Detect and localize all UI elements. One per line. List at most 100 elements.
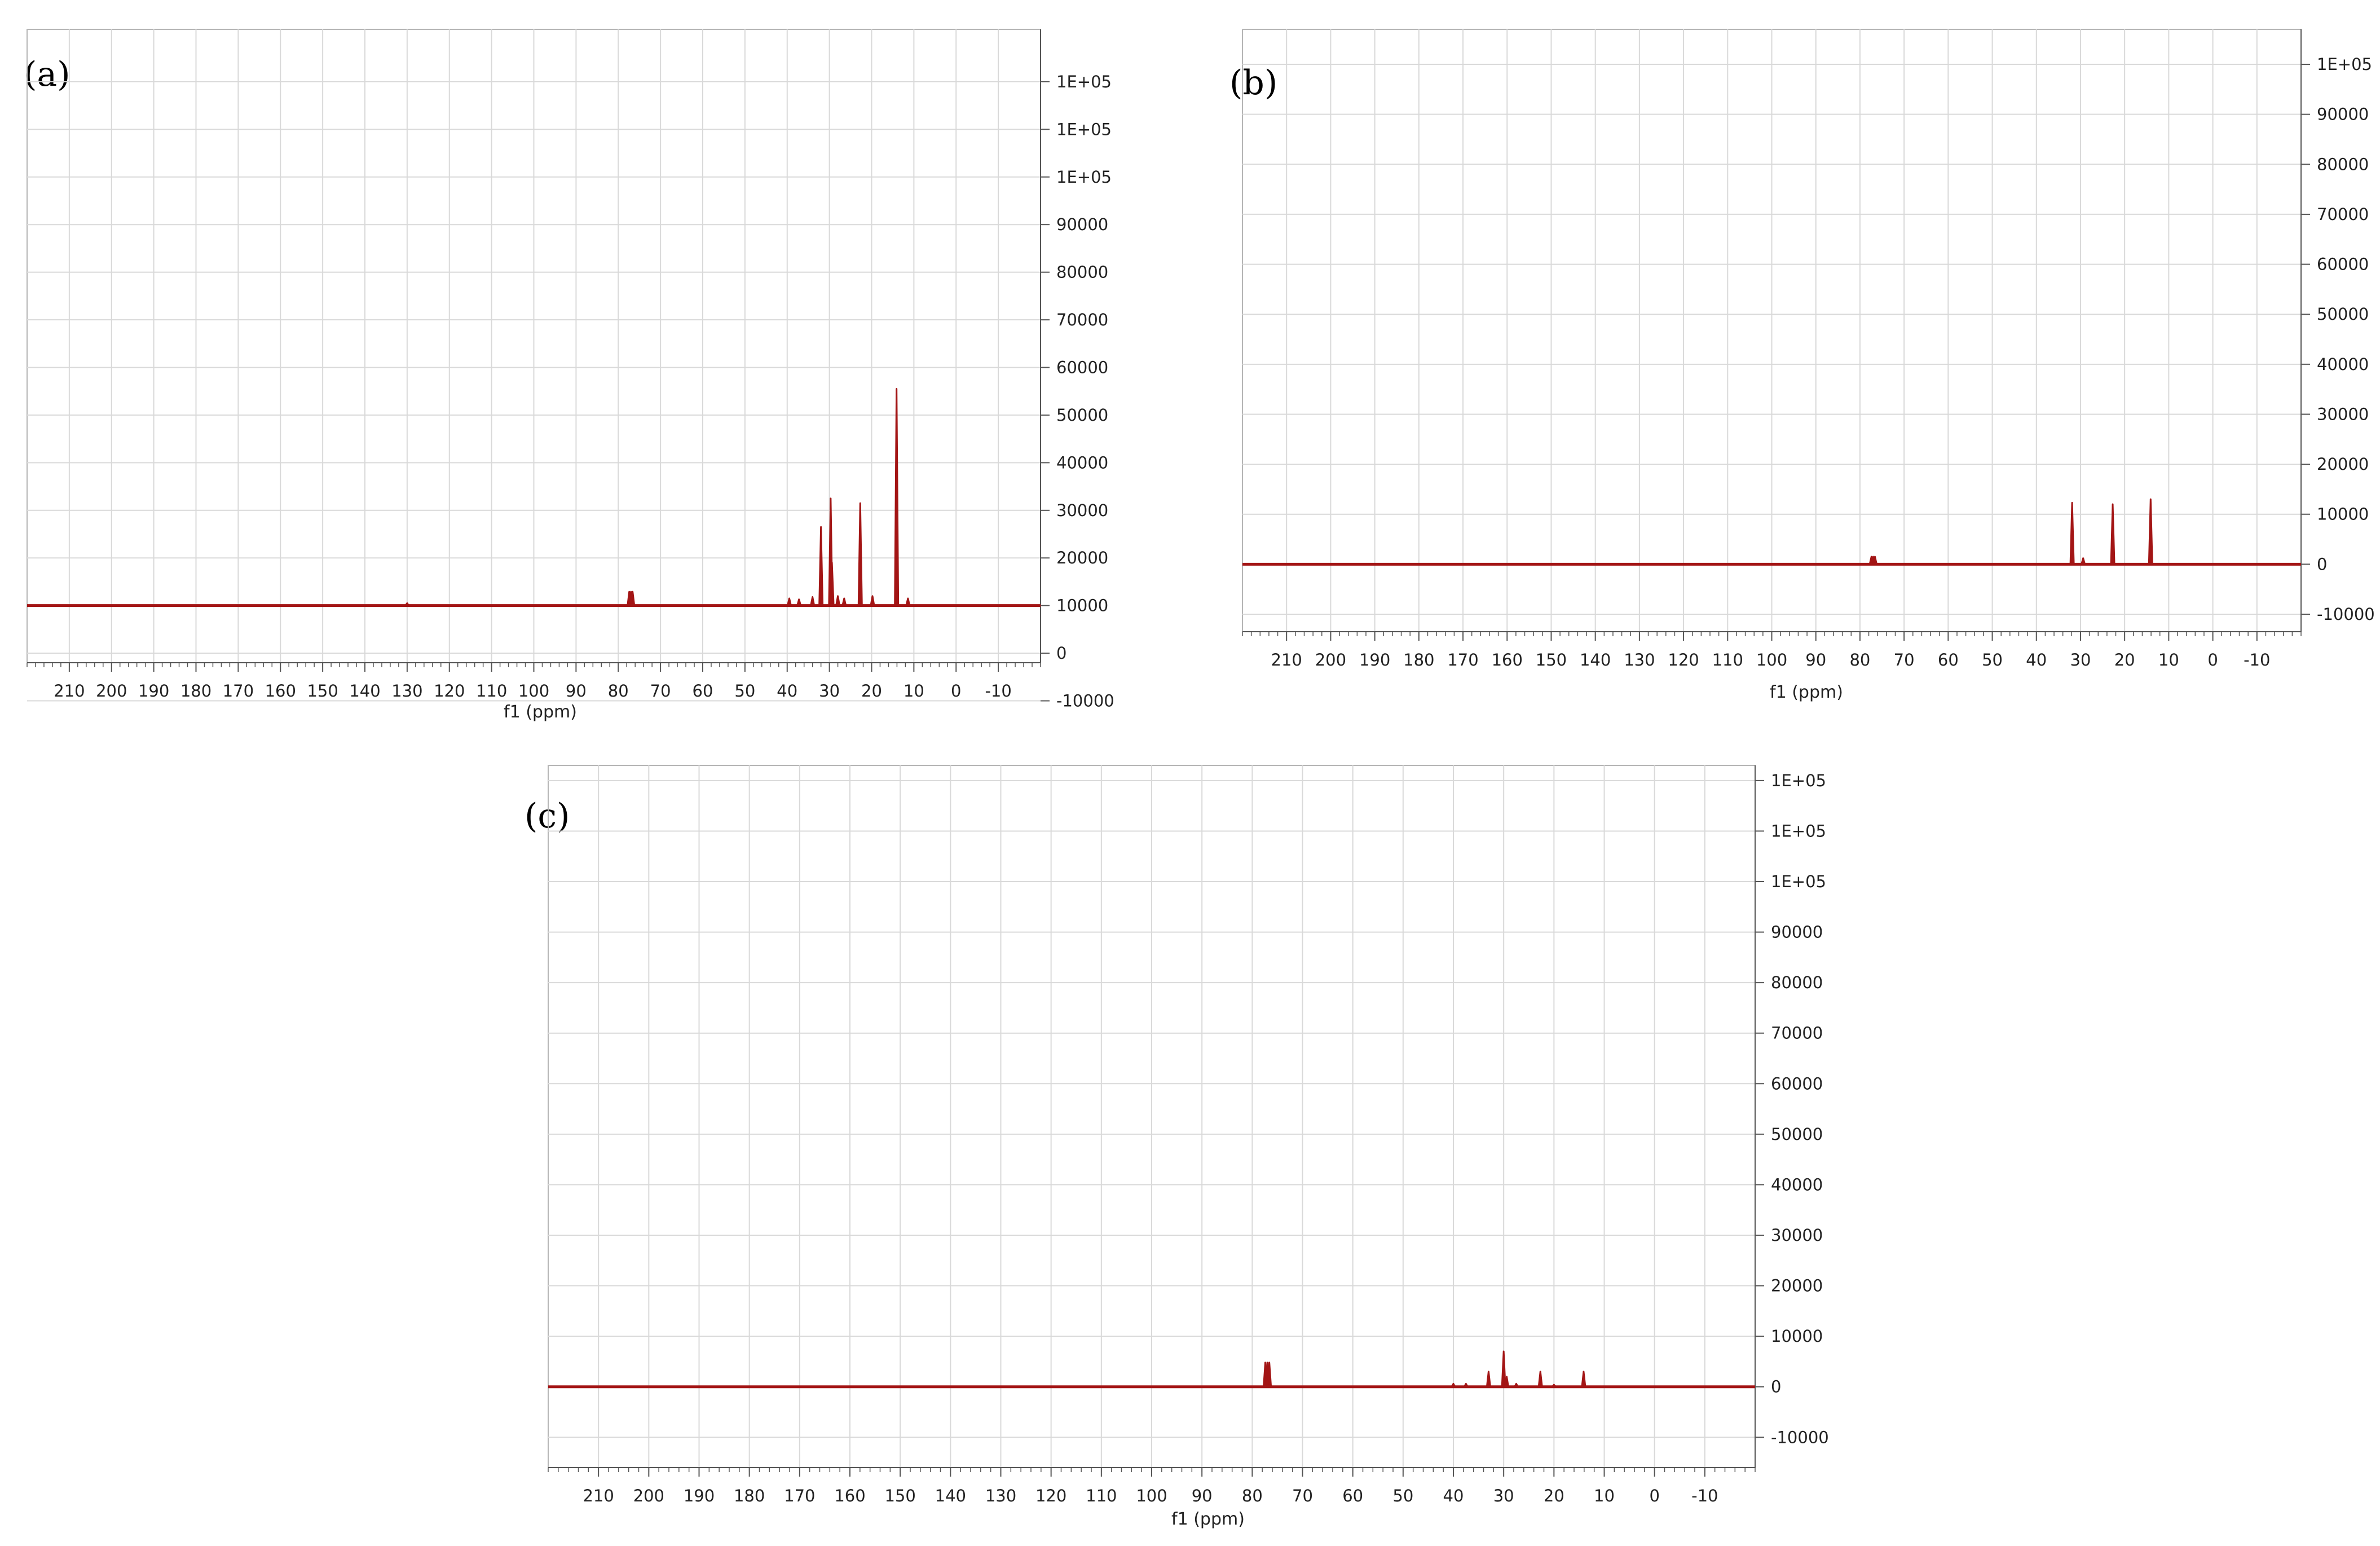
x-tick-label: 0	[1649, 1486, 1659, 1505]
x-tick-label: 200	[633, 1486, 664, 1505]
y-tick-label: 80000	[1771, 973, 1823, 992]
x-tick-label: -10	[1691, 1486, 1718, 1505]
x-tick-label: 80	[608, 681, 629, 701]
x-tick-label: 170	[1447, 650, 1478, 670]
y-tick-label: 40000	[2317, 355, 2369, 374]
x-tick-label: 60	[693, 681, 713, 701]
spectrum-peak	[2148, 498, 2153, 565]
x-tick-label: 40	[2026, 650, 2047, 670]
x-tick-label: 110	[1086, 1486, 1117, 1505]
y-tick-label: 1E+05	[1771, 771, 1826, 790]
x-tick-label: 110	[1712, 650, 1743, 670]
x-tick-label: 190	[138, 681, 169, 701]
axes: 210 200 190 180 170 160 150 140 130 120 110 100 90 80…	[27, 29, 1114, 711]
x-tick-label: 150	[1536, 650, 1567, 670]
x-tick-label: 60	[1342, 1486, 1363, 1505]
spectrum-peak	[857, 502, 863, 606]
y-tick-label: 70000	[2317, 205, 2369, 224]
x-tick-label: 0	[951, 681, 961, 701]
y-tick-label: 1E+05	[1056, 72, 1112, 91]
y-tick-label: 0	[2317, 554, 2327, 574]
x-tick-label: 200	[96, 681, 127, 701]
x-tick-label: 200	[1315, 650, 1346, 670]
x-tick-label: 40	[1443, 1486, 1464, 1505]
x-tick-label: 20	[2114, 650, 2135, 670]
y-tick-label: 20000	[1056, 548, 1108, 567]
spectrum-peak	[2110, 503, 2115, 565]
y-tick-label: 50000	[1056, 406, 1108, 425]
x-tick-label: 20	[861, 681, 882, 701]
x-tick-label: 120	[1668, 650, 1699, 670]
spectrum-peak	[1267, 1362, 1272, 1387]
spectrum-peak	[835, 595, 841, 606]
x-tick-label: 100	[1136, 1486, 1167, 1505]
y-tick-label: 1E+05	[1771, 821, 1826, 840]
x-tick-label: -10	[2244, 650, 2270, 670]
spectrum-peak	[841, 597, 847, 606]
y-tick-label: 30000	[1056, 501, 1108, 520]
spectrum-peak	[1463, 1382, 1469, 1388]
x-tick-label: 110	[476, 681, 507, 701]
y-tick-label: 10000	[1056, 596, 1108, 615]
x-axis-title: f1 (ppm)	[504, 702, 577, 722]
y-tick-label: 20000	[1771, 1276, 1823, 1296]
spectrum-peak	[1504, 1376, 1509, 1387]
x-tick-label: -10	[985, 681, 1011, 701]
y-tick-label: -10000	[1056, 691, 1114, 711]
y-tick-label: 70000	[1771, 1024, 1823, 1043]
y-tick-label: 50000	[1771, 1125, 1823, 1144]
spectrum-peak	[787, 597, 792, 606]
x-tick-label: 160	[1492, 650, 1523, 670]
spectrum-peak	[404, 602, 410, 606]
x-tick-label: 150	[884, 1486, 915, 1505]
spectrum-peak	[1552, 1384, 1557, 1388]
y-tick-label: 80000	[1056, 263, 1108, 282]
y-tick-label: 30000	[1771, 1226, 1823, 1245]
x-tick-label: 90	[566, 681, 587, 701]
spectrum-peak	[1501, 1350, 1506, 1387]
y-tick-label: 60000	[2317, 255, 2369, 274]
x-tick-label: 30	[2070, 650, 2091, 670]
spectrum	[1242, 498, 2301, 566]
x-axis-title: f1 (ppm)	[1770, 682, 1843, 702]
y-tick-label: 10000	[2317, 505, 2369, 524]
axes: 210 200 190 180 170 160 150 140 130 120 110 100 90 80…	[548, 765, 1829, 1505]
y-tick-label: 50000	[2317, 305, 2369, 324]
x-tick-label: 30	[1493, 1486, 1514, 1505]
y-tick-label: 90000	[2317, 105, 2369, 124]
x-tick-label: 130	[391, 681, 422, 701]
y-tick-label: 90000	[1771, 923, 1823, 942]
y-tick-label: 70000	[1056, 310, 1108, 329]
panel-label: (a)	[24, 55, 70, 94]
grid	[548, 765, 1756, 1468]
x-tick-label: 210	[54, 681, 85, 701]
spectrum-peak	[1537, 1371, 1543, 1387]
x-tick-label: 40	[777, 681, 797, 701]
x-tick-label: 210	[1271, 650, 1302, 670]
y-tick-label: 20000	[2317, 455, 2369, 474]
x-tick-label: 10	[903, 681, 924, 701]
spectrum	[27, 387, 1041, 607]
x-tick-label: 70	[650, 681, 671, 701]
x-tick-label: 130	[985, 1486, 1016, 1505]
spectrum-peak	[870, 595, 875, 606]
x-tick-label: 50	[734, 681, 755, 701]
y-tick-label: -10000	[2317, 605, 2375, 624]
grid	[1242, 29, 2302, 632]
x-tick-label: 180	[734, 1486, 765, 1505]
spectrum	[548, 1350, 1755, 1389]
spectrum-peak	[810, 596, 816, 606]
x-tick-label: 140	[1580, 650, 1611, 670]
spectrum-peak	[1451, 1382, 1456, 1388]
spectrum-peak	[1581, 1371, 1586, 1387]
x-tick-label: 120	[1035, 1486, 1066, 1505]
y-tick-label: 0	[1056, 644, 1066, 663]
x-tick-label: 170	[784, 1486, 815, 1505]
x-tick-label: 70	[1292, 1486, 1313, 1505]
x-tick-label: 60	[1938, 650, 1959, 670]
x-tick-label: 90	[1192, 1486, 1213, 1505]
x-tick-label: 80	[1849, 650, 1870, 670]
x-tick-label: 70	[1894, 650, 1915, 670]
y-tick-label: 30000	[2317, 404, 2369, 424]
